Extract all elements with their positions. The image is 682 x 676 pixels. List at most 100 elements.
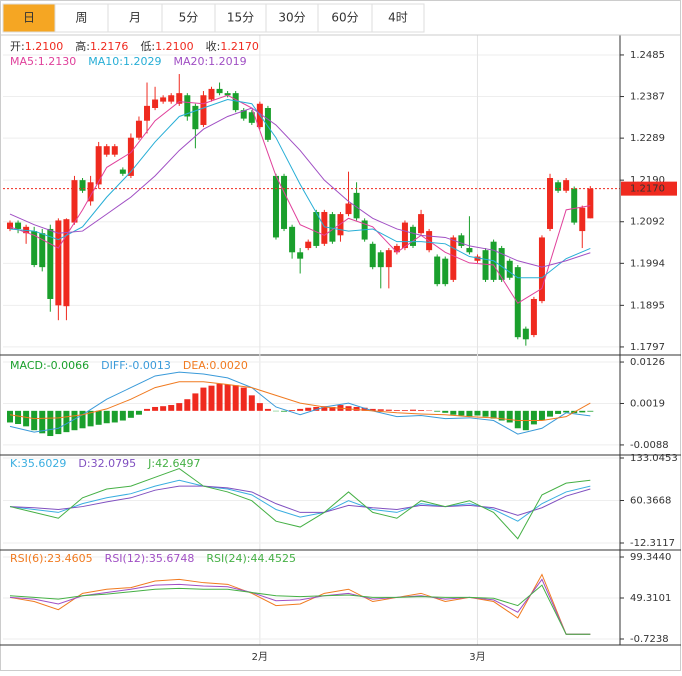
- macd-bar: [329, 406, 336, 411]
- macd-bar: [530, 410, 537, 425]
- candle-body: [482, 250, 489, 280]
- legend-value: 1.2130: [38, 55, 77, 68]
- candle-body: [119, 169, 126, 174]
- tab-label[interactable]: 日: [23, 11, 35, 25]
- macd-bar: [369, 408, 376, 411]
- candle-body: [71, 180, 78, 223]
- indicator-line: [9, 578, 591, 635]
- macd-bar: [482, 410, 489, 417]
- candle-body: [571, 188, 578, 223]
- macd-bar: [55, 410, 62, 435]
- last-price-box: [621, 181, 677, 196]
- indicator-line: [9, 573, 591, 635]
- candle-body: [538, 237, 545, 302]
- legend-value: 32.0795: [91, 457, 137, 470]
- macd-bar: [63, 410, 70, 433]
- legend-name: RSI(24):: [206, 552, 250, 565]
- candle-body: [240, 110, 247, 119]
- candle-body: [385, 250, 392, 268]
- candle-body: [39, 233, 46, 268]
- candle-body: [63, 219, 70, 307]
- candle-body: [369, 243, 376, 268]
- y-tick-label: 1.1994: [630, 258, 665, 269]
- macd-bar: [547, 410, 554, 417]
- tab-label[interactable]: 5分: [179, 11, 199, 25]
- candle-body: [313, 211, 320, 246]
- macd-bar: [442, 410, 449, 413]
- candle-body: [152, 99, 159, 108]
- candle-body: [135, 120, 142, 138]
- macd-bar: [393, 410, 400, 411]
- legend-value: 1.2019: [208, 55, 247, 68]
- macd-bar: [103, 410, 110, 424]
- macd-bar: [281, 410, 288, 412]
- tab-label[interactable]: 周: [75, 11, 87, 25]
- tab[interactable]: [2, 3, 56, 33]
- legend-name: 低:: [140, 40, 155, 53]
- legend-value: 1.2100: [25, 40, 64, 53]
- candle-body: [466, 248, 473, 253]
- candle-body: [184, 95, 191, 117]
- legend-name: DIFF:: [101, 359, 128, 372]
- macd-bar: [377, 409, 384, 411]
- tab[interactable]: [214, 3, 267, 33]
- candle-body: [232, 93, 239, 111]
- macd-bar: [434, 410, 441, 412]
- macd-bar: [264, 408, 271, 411]
- tab-label[interactable]: 60分: [331, 11, 358, 25]
- macd-bar: [160, 406, 167, 411]
- indicator-line: [9, 485, 591, 516]
- candle-body: [31, 231, 38, 266]
- legend-value: 1.2170: [220, 40, 259, 53]
- macd-bar: [361, 407, 368, 411]
- legend-value: 1.2029: [123, 55, 162, 68]
- macd-bar: [208, 385, 215, 411]
- legend-value: 35.6029: [21, 457, 67, 470]
- macd-bar: [474, 410, 481, 416]
- indicator-line: [9, 467, 591, 540]
- candle-body: [353, 192, 360, 219]
- candle-body: [87, 182, 94, 202]
- candle-body: [530, 298, 537, 336]
- macd-bar: [135, 410, 142, 415]
- candle-body: [434, 256, 441, 285]
- legend-value: 44.4525: [250, 552, 296, 565]
- y-tick-label: 99.3440: [630, 552, 671, 563]
- macd-bar: [458, 410, 465, 416]
- macd-bar: [538, 410, 545, 421]
- indicator-line: [9, 94, 591, 304]
- tab[interactable]: [265, 3, 319, 33]
- y-tick-label: 60.3668: [630, 496, 671, 507]
- legend-name: K:: [10, 457, 21, 470]
- tab[interactable]: [317, 3, 373, 33]
- candle-body: [345, 203, 352, 215]
- legend-name: MA10:: [88, 55, 123, 68]
- tab-label[interactable]: 4时: [388, 11, 408, 25]
- indicator-line: [9, 584, 591, 635]
- tab-label[interactable]: 15分: [227, 11, 254, 25]
- y-tick-label: 0.0019: [630, 398, 665, 409]
- candle-body: [450, 237, 457, 280]
- legend-value: -0.0013: [128, 359, 170, 372]
- legend-value: 35.6748: [149, 552, 195, 565]
- candle-body: [393, 245, 400, 253]
- macd-bar: [176, 403, 183, 411]
- macd-bar: [466, 410, 473, 417]
- y-tick-label: 1.2289: [630, 133, 665, 144]
- candle-body: [7, 222, 13, 229]
- macd-bar: [87, 410, 94, 427]
- candle-body: [514, 267, 521, 338]
- candle-body: [248, 112, 255, 123]
- candle-body: [200, 95, 207, 125]
- candle-body: [192, 105, 199, 130]
- tab[interactable]: [107, 3, 163, 33]
- tab-label[interactable]: 月: [129, 11, 141, 25]
- candle-body: [498, 248, 505, 280]
- y-tick-label: 1.2387: [630, 92, 665, 103]
- tab[interactable]: [54, 3, 109, 33]
- tab[interactable]: [371, 3, 425, 33]
- x-tick-label: 2月: [252, 651, 268, 663]
- tab-label[interactable]: 30分: [278, 11, 305, 25]
- macd-bar: [192, 393, 199, 411]
